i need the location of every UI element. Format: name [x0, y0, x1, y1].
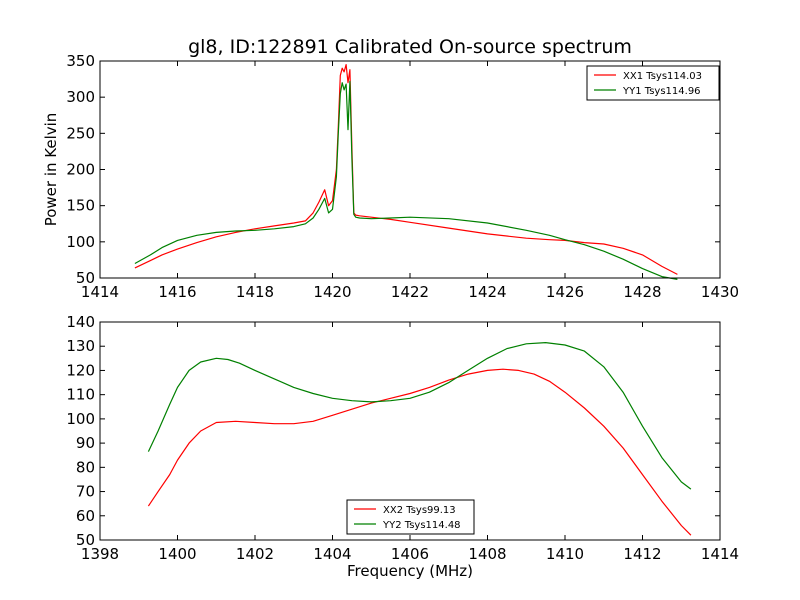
x-tick-label: 1422	[391, 283, 429, 301]
x-tick-label: 1398	[81, 545, 119, 563]
y-tick-label: 250	[66, 124, 95, 142]
legend-label: XX2 Tsys99.13	[383, 505, 456, 516]
x-tick-label: 1430	[701, 283, 739, 301]
y-tick-label: 100	[66, 410, 95, 428]
legend-box	[586, 65, 720, 101]
y-tick-label: 200	[66, 161, 95, 179]
y-tick-label: 140	[66, 313, 95, 331]
figure-title: gl8, ID:122891 Calibrated On-source spec…	[188, 36, 632, 58]
x-tick-label: 1418	[236, 283, 274, 301]
y-tick-label: 60	[76, 507, 95, 525]
series-line-xx1	[134, 63, 678, 275]
x-axis-title: Frequency (MHz)	[347, 562, 473, 580]
legend-label: YY2 Tsys114.48	[382, 520, 461, 531]
x-tick-label: 1412	[623, 545, 661, 563]
legend-box	[346, 499, 475, 535]
legend: XX2 Tsys99.13 YY2 Tsys114.48	[346, 499, 475, 535]
x-tick-label: 1416	[158, 283, 196, 301]
x-tick-label: 1406	[391, 545, 429, 563]
y-tick-label: 110	[66, 386, 95, 404]
y-axis-title: Power in Kelvin	[42, 113, 60, 227]
x-tick-label: 1424	[468, 283, 506, 301]
bottom-subplot: 1398 1400 1402 1404 1406 1408 1410 1412 1414 50 60…	[66, 313, 739, 580]
y-tick-label: 100	[66, 233, 95, 251]
y-tick-label: 150	[66, 197, 95, 215]
y-tick-label: 350	[66, 52, 95, 70]
x-tick-label: 1400	[158, 545, 196, 563]
x-tick-label: 1428	[623, 283, 661, 301]
y-tick-label: 50	[76, 269, 95, 287]
x-tick-label: 1408	[468, 545, 506, 563]
series-line-yy2	[147, 342, 692, 490]
top-subplot: 1414 1416 1418 1420 1422 1424 1426 1428 1430 50 10…	[42, 52, 739, 301]
y-tick-label: 90	[76, 434, 95, 452]
series-line-yy1	[134, 80, 678, 280]
legend-label: YY1 Tsys114.96	[622, 86, 701, 97]
y-tick-label: 120	[66, 361, 95, 379]
x-tick-label: 1402	[236, 545, 274, 563]
series-line-xx2	[147, 368, 692, 536]
y-tick-label: 50	[76, 531, 95, 549]
legend-label: XX1 Tsys114.03	[623, 71, 702, 82]
x-tick-label: 1410	[546, 545, 584, 563]
y-tick-label: 300	[66, 88, 95, 106]
legend: XX1 Tsys114.03 YY1 Tsys114.96	[586, 65, 720, 101]
x-tick-label: 1404	[313, 545, 351, 563]
x-tick-label: 1426	[546, 283, 584, 301]
y-tick-label: 130	[66, 337, 95, 355]
x-tick-label: 1414	[701, 545, 739, 563]
x-tick-label: 1420	[313, 283, 351, 301]
y-tick-label: 70	[76, 483, 95, 501]
y-tick-label: 80	[76, 458, 95, 476]
x-tick-label: 1414	[81, 283, 119, 301]
